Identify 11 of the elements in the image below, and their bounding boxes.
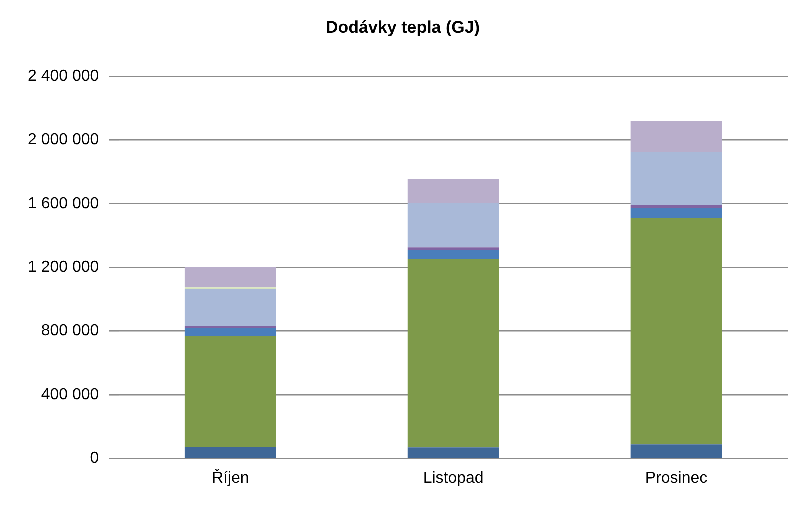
chart-title: Dodávky tepla (GJ) (326, 18, 480, 37)
x-tick-label: Prosinec (645, 470, 708, 487)
y-tick-label: 1 600 000 (28, 195, 100, 212)
y-tick-label: 2 400 000 (28, 68, 100, 85)
x-tick-label: Listopad (423, 470, 484, 487)
y-tick-label: 0 (90, 450, 100, 468)
y-tick-label: 400 000 (41, 386, 100, 404)
y-tick-label: 800 000 (41, 322, 100, 340)
y-tick-label: 1 200 000 (28, 259, 100, 276)
y-tick-label: 2 000 000 (28, 132, 100, 149)
x-tick-label: Říjen (212, 468, 250, 487)
